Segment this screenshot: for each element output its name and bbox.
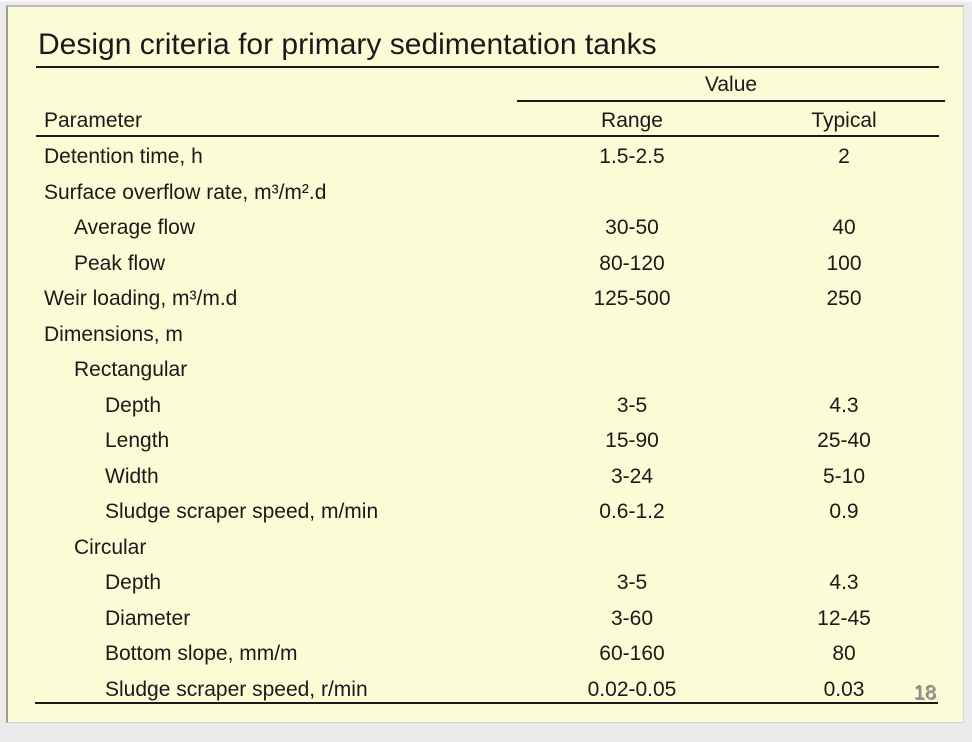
table-bottom-line: [35, 702, 938, 704]
typical-cell: 100: [826, 251, 862, 275]
table-row: Detention time, h 1.5-2.5 2: [8, 139, 963, 175]
table-row: Surface overflow rate, m³/m².d: [8, 175, 963, 211]
parameter-cell: Sludge scraper speed, m/min: [105, 500, 379, 523]
typical-cell: 40: [832, 216, 856, 239]
page-top-strip: [0, 0, 972, 2]
table-row: Depth 3-5 4.3: [8, 565, 963, 601]
typical-cell: 0.03: [823, 677, 865, 701]
typical-cell: 80: [832, 642, 856, 665]
value-header-underline: [517, 100, 945, 102]
table-row: Dimensions, m: [8, 317, 963, 353]
table-row: Bottom slope, mm/m 60-160 80: [8, 636, 963, 672]
title-underline: [36, 66, 939, 68]
parameter-cell: Width: [105, 464, 159, 488]
typical-cell: 4.3: [829, 393, 859, 417]
typical-cell: 4.3: [829, 571, 859, 594]
parameter-cell: Weir loading, m³/m.d: [44, 287, 238, 310]
parameter-cell: Dimensions, m: [44, 322, 183, 346]
range-cell: 3-5: [616, 393, 648, 417]
table-row: Peak flow 80-120 100: [8, 246, 963, 282]
parameter-cell: Diameter: [105, 606, 191, 630]
range-cell: 3-60: [610, 606, 654, 630]
range-cell: 3-5: [616, 571, 648, 594]
table-row: Circular: [8, 530, 963, 566]
table-row: Average flow 30-50 40: [8, 210, 963, 246]
typical-cell: 5-10: [822, 464, 866, 488]
slide-title: Design criteria for primary sedimentatio…: [38, 28, 657, 61]
typical-cell: 250: [826, 287, 862, 310]
range-cell: 15-90: [605, 429, 659, 452]
table-row: Depth 3-5 4.3: [8, 388, 963, 424]
table-row: Weir loading, m³/m.d 125-500 250: [8, 281, 963, 317]
column-header-range: Range: [601, 109, 663, 132]
parameter-cell: Peak flow: [74, 251, 166, 275]
parameter-cell: Bottom slope, mm/m: [105, 642, 298, 665]
table-row: Length 15-90 25-40: [8, 423, 963, 459]
table-row: Rectangular: [8, 352, 963, 388]
table-row: Sludge scraper speed, r/min 0.02-0.05 0.…: [8, 672, 963, 708]
range-cell: 1.5-2.5: [599, 145, 665, 168]
parameter-cell: Circular: [74, 535, 147, 559]
parameter-cell: Length: [105, 429, 170, 452]
parameter-cell: Depth: [105, 393, 162, 417]
range-cell: 0.6-1.2: [599, 500, 665, 523]
column-header-parameter: Parameter: [44, 109, 143, 132]
slide-page-number: 18: [914, 683, 937, 705]
range-cell: 0.02-0.05: [587, 677, 677, 701]
typical-cell: 25-40: [817, 429, 871, 452]
slide: Design criteria for primary sedimentatio…: [6, 5, 964, 723]
table-row: Sludge scraper speed, m/min 0.6-1.2 0.9: [8, 494, 963, 530]
typical-cell: 2: [838, 145, 850, 168]
typical-cell: 0.9: [829, 500, 859, 523]
value-group-header: Value: [704, 73, 758, 96]
column-header-typical: Typical: [811, 109, 877, 132]
header-underline: [36, 135, 939, 137]
column-header-row: Parameter Range Typical: [8, 106, 963, 136]
typical-cell: 12-45: [817, 606, 871, 630]
parameter-cell: Sludge scraper speed, r/min: [105, 677, 368, 701]
parameter-cell: Depth: [105, 571, 162, 594]
parameter-cell: Average flow: [74, 216, 196, 239]
range-cell: 30-50: [605, 216, 659, 239]
range-cell: 60-160: [599, 642, 665, 665]
parameter-cell: Rectangular: [74, 358, 188, 381]
table-row: Width 3-24 5-10: [8, 459, 963, 495]
parameter-cell: Detention time, h: [44, 145, 203, 168]
range-cell: 3-24: [610, 464, 654, 488]
table-row: Diameter 3-60 12-45: [8, 601, 963, 637]
range-cell: 80-120: [599, 251, 665, 275]
range-cell: 125-500: [593, 287, 671, 310]
parameter-cell: Surface overflow rate, m³/m².d: [44, 180, 327, 204]
table-rows: Detention time, h 1.5-2.5 2 Surface over…: [8, 139, 963, 708]
